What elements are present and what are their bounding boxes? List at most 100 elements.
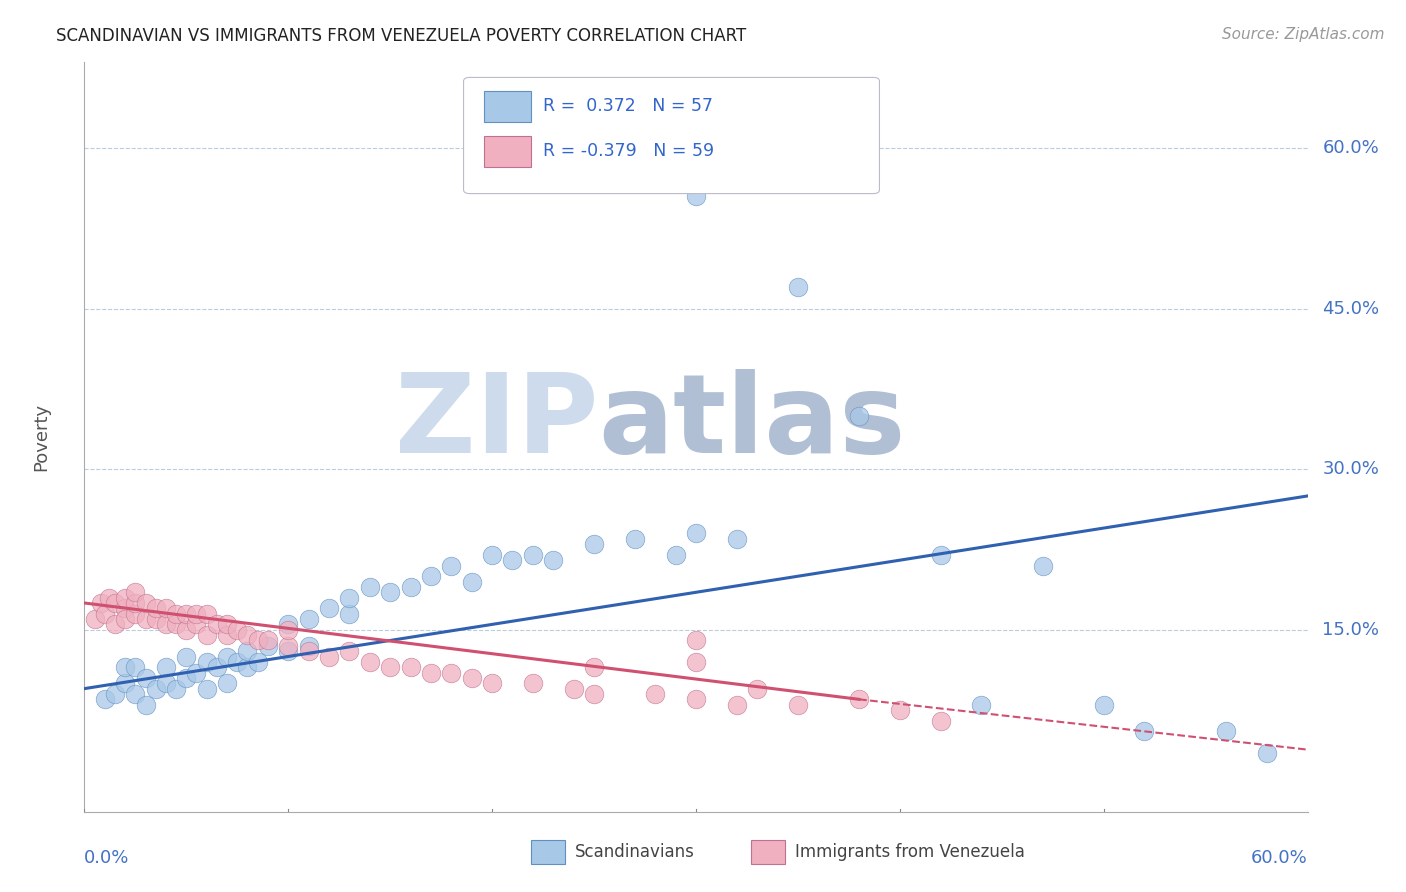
Point bbox=[124, 660, 146, 674]
Point bbox=[104, 687, 127, 701]
Point bbox=[725, 532, 748, 546]
Point bbox=[155, 601, 177, 615]
Point bbox=[205, 660, 228, 674]
Point bbox=[298, 639, 321, 653]
Point bbox=[747, 681, 769, 696]
Point bbox=[93, 692, 115, 706]
Text: 30.0%: 30.0% bbox=[1322, 460, 1379, 478]
FancyBboxPatch shape bbox=[531, 840, 565, 864]
Point bbox=[257, 639, 280, 653]
Text: R =  0.372   N = 57: R = 0.372 N = 57 bbox=[543, 97, 713, 115]
Point bbox=[685, 526, 707, 541]
Point bbox=[929, 548, 952, 562]
Point bbox=[97, 591, 120, 605]
Text: Immigrants from Venezuela: Immigrants from Venezuela bbox=[794, 843, 1025, 861]
FancyBboxPatch shape bbox=[484, 136, 531, 168]
Point bbox=[217, 649, 239, 664]
Point bbox=[217, 617, 239, 632]
Point bbox=[440, 558, 463, 573]
Point bbox=[114, 601, 136, 615]
Point bbox=[217, 628, 239, 642]
Point bbox=[399, 660, 422, 674]
Point bbox=[174, 623, 197, 637]
Point bbox=[195, 655, 218, 669]
Point bbox=[787, 280, 810, 294]
Point bbox=[562, 681, 585, 696]
Point bbox=[257, 633, 280, 648]
Text: ZIP: ZIP bbox=[395, 368, 598, 475]
Point bbox=[174, 671, 197, 685]
Point bbox=[114, 612, 136, 626]
Text: 60.0%: 60.0% bbox=[1322, 139, 1379, 157]
Point bbox=[685, 692, 707, 706]
Point bbox=[236, 628, 259, 642]
Point bbox=[502, 553, 524, 567]
Point bbox=[236, 660, 259, 674]
Point bbox=[277, 617, 299, 632]
Point bbox=[135, 596, 157, 610]
Point bbox=[583, 687, 606, 701]
Point bbox=[135, 698, 157, 712]
Point bbox=[246, 633, 269, 648]
Point bbox=[970, 698, 993, 712]
Point bbox=[339, 591, 361, 605]
Point bbox=[277, 644, 299, 658]
Text: Source: ZipAtlas.com: Source: ZipAtlas.com bbox=[1222, 27, 1385, 42]
Point bbox=[420, 665, 443, 680]
Point bbox=[339, 607, 361, 621]
Point bbox=[644, 687, 666, 701]
Point bbox=[195, 607, 218, 621]
Point bbox=[114, 660, 136, 674]
Point bbox=[929, 714, 952, 728]
Text: Poverty: Poverty bbox=[32, 403, 51, 471]
Point bbox=[135, 612, 157, 626]
Text: 0.0%: 0.0% bbox=[84, 849, 129, 867]
Point bbox=[145, 601, 167, 615]
Point bbox=[481, 548, 503, 562]
Point bbox=[298, 644, 321, 658]
Point bbox=[83, 612, 105, 626]
Point bbox=[205, 617, 228, 632]
Point bbox=[583, 537, 606, 551]
Point bbox=[359, 655, 381, 669]
Point bbox=[380, 660, 402, 674]
Text: Scandinavians: Scandinavians bbox=[575, 843, 695, 861]
Point bbox=[685, 655, 707, 669]
Point bbox=[155, 617, 177, 632]
Point bbox=[104, 596, 127, 610]
Point bbox=[889, 703, 911, 717]
Point bbox=[522, 676, 544, 690]
Point bbox=[583, 660, 606, 674]
Point bbox=[186, 665, 208, 680]
Point bbox=[461, 671, 484, 685]
Point bbox=[124, 596, 146, 610]
Point bbox=[440, 665, 463, 680]
Point bbox=[186, 607, 208, 621]
Point bbox=[124, 607, 146, 621]
Point bbox=[124, 687, 146, 701]
Point bbox=[114, 591, 136, 605]
Point bbox=[787, 698, 810, 712]
Point bbox=[1092, 698, 1115, 712]
Point bbox=[848, 692, 870, 706]
Point bbox=[481, 676, 503, 690]
Point bbox=[665, 548, 688, 562]
Point bbox=[1133, 724, 1156, 739]
Point bbox=[359, 580, 381, 594]
Point bbox=[420, 569, 443, 583]
Point bbox=[277, 623, 299, 637]
Point bbox=[90, 596, 112, 610]
Point bbox=[1032, 558, 1054, 573]
Point bbox=[848, 409, 870, 423]
Point bbox=[298, 612, 321, 626]
Text: 60.0%: 60.0% bbox=[1251, 849, 1308, 867]
Point bbox=[246, 655, 269, 669]
Point bbox=[399, 580, 422, 594]
Point bbox=[1215, 724, 1237, 739]
Point bbox=[155, 676, 177, 690]
Point bbox=[226, 655, 249, 669]
FancyBboxPatch shape bbox=[751, 840, 786, 864]
Point bbox=[195, 681, 218, 696]
Point bbox=[174, 649, 197, 664]
Point bbox=[725, 698, 748, 712]
